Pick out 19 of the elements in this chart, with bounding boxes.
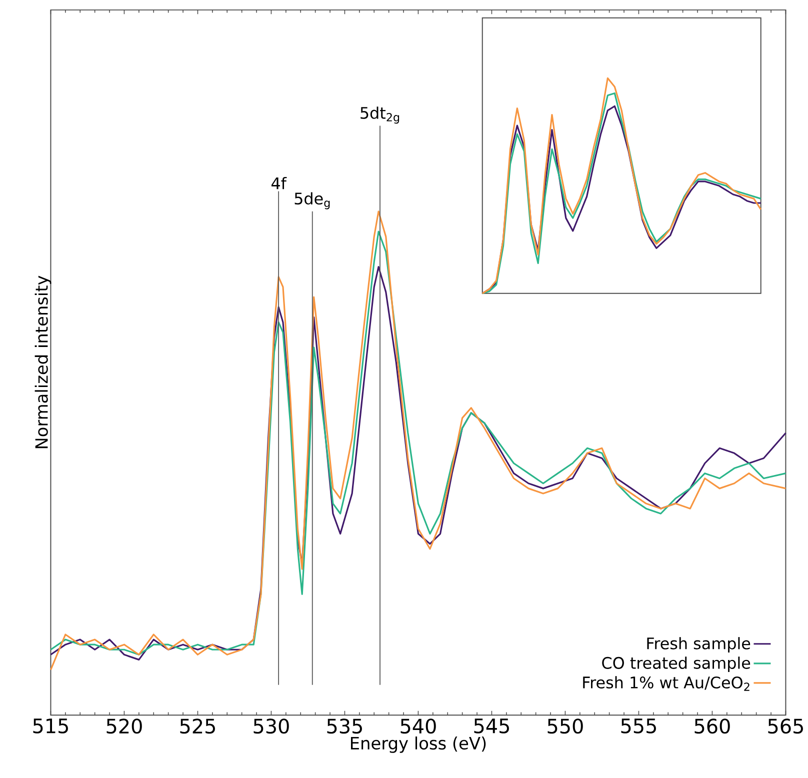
x-tick-label: 555 [621, 718, 656, 734]
x-tick-label: 560 [694, 718, 730, 734]
x-tick-label: 520 [106, 718, 142, 734]
ref-line-label: 4f [271, 177, 287, 190]
legend-label: Fresh sample [647, 637, 750, 653]
x-tick-label: 530 [254, 718, 289, 734]
legend-label: Fresh 1% wt Au/CeO$_{2}$ [583, 676, 750, 691]
ref-line-label: 5de$_{g}$ [294, 192, 330, 210]
x-tick-label: 540 [400, 718, 436, 734]
x-tick-label: 515 [33, 718, 68, 734]
x-tick-label: 550 [548, 718, 583, 734]
legend-label: CO treated sample [602, 656, 750, 672]
x-tick-label: 565 [768, 718, 803, 734]
y-axis-title: Normalized intensity [34, 276, 52, 448]
x-tick-label: 525 [180, 718, 215, 734]
x-tick-label: 545 [474, 718, 509, 734]
x-tick-label: 535 [327, 718, 362, 734]
x-axis-title: Energy loss (eV) [350, 736, 486, 753]
ref-line-label: 5dt$_{2g}$ [360, 106, 400, 124]
